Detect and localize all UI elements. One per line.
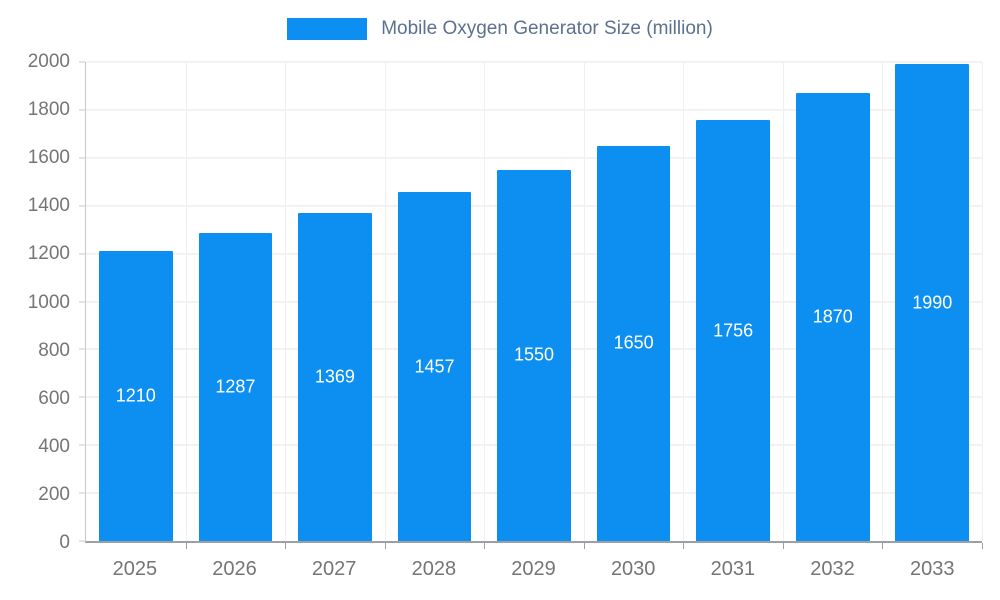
vertical-gridline <box>484 62 486 541</box>
bar-slot: 1756 <box>683 62 783 541</box>
bar[interactable]: 1550 <box>497 169 571 541</box>
x-axis-label: 2030 <box>610 558 656 580</box>
x-axis-label: 2033 <box>909 558 955 580</box>
y-axis-label: 1000 <box>27 291 70 313</box>
y-axis-tick <box>79 205 85 207</box>
bar-slot: 1650 <box>584 62 684 541</box>
x-axis-tick <box>484 543 486 549</box>
y-axis-label: 1400 <box>27 195 70 217</box>
bar-slot: 1210 <box>86 62 186 541</box>
x-axis-label: 2028 <box>411 558 457 580</box>
x-axis-tick <box>285 543 287 549</box>
y-axis-tick <box>79 301 85 302</box>
bar-slot: 1287 <box>186 62 286 541</box>
legend[interactable]: Mobile Oxygen Generator Size (million) <box>0 14 1000 44</box>
bar[interactable]: 1457 <box>397 192 472 541</box>
bar[interactable]: 1870 <box>795 93 870 541</box>
bar-value-label: 1210 <box>115 385 156 406</box>
vertical-gridline <box>583 62 585 541</box>
bar-value-label: 1870 <box>812 306 853 327</box>
vertical-gridline <box>882 62 884 541</box>
bars: 1210 1287 1369 1457 1550 1650 1756 1870 1990 <box>86 62 982 541</box>
y-axis-label: 2000 <box>27 51 70 72</box>
vertical-gridline <box>982 62 983 541</box>
y-axis-tick <box>79 444 85 446</box>
x-axis-tick <box>384 543 386 549</box>
bar-slot: 1369 <box>285 62 385 541</box>
x-axis-tick <box>683 543 685 549</box>
y-axis-label: 400 <box>38 435 70 457</box>
y-axis-tick <box>79 492 85 494</box>
bar-value-label: 1369 <box>314 366 355 387</box>
y-axis-tick <box>79 61 85 63</box>
bar-slot: 1457 <box>385 62 485 541</box>
bar-slot: 1870 <box>783 62 883 541</box>
x-axis-label: 2031 <box>710 558 756 580</box>
x-axis-tick <box>982 543 983 549</box>
legend-label: Mobile Oxygen Generator Size (million) <box>381 18 713 39</box>
bar-value-label: 1550 <box>514 344 555 365</box>
y-axis-tick <box>79 348 85 350</box>
y-axis-label: 800 <box>38 339 70 361</box>
y-axis-tick <box>79 157 85 159</box>
bar[interactable]: 1756 <box>696 120 770 541</box>
y-axis-label: 0 <box>59 532 70 553</box>
y-axis-label: 1600 <box>27 147 70 169</box>
y-axis-tick <box>79 540 85 542</box>
gridline <box>86 157 982 159</box>
y-axis-label: 200 <box>38 483 70 505</box>
bar-value-label: 1990 <box>912 292 953 313</box>
gridline <box>86 61 982 63</box>
x-axis-labels: 2025 2026 2027 2028 2029 2030 2031 2032 2033 <box>85 552 982 586</box>
bar-value-label: 1287 <box>215 376 256 397</box>
y-axis-label: 600 <box>38 387 70 409</box>
y-axis-labels: 0 200 400 600 800 1000 1200 1400 1600 1800 2000 <box>0 51 70 553</box>
x-axis-label: 2025 <box>112 558 158 580</box>
x-axis-label: 2027 <box>311 558 357 580</box>
y-axis-label: 1800 <box>27 99 70 121</box>
y-axis-tick <box>79 253 85 255</box>
y-axis-tick <box>79 396 85 398</box>
bar[interactable]: 1287 <box>198 232 273 541</box>
gridline <box>86 109 982 111</box>
bar-value-label: 1756 <box>713 320 754 341</box>
x-axis-label: 2032 <box>810 558 855 580</box>
y-axis-label: 1200 <box>27 243 70 265</box>
bar[interactable]: 1650 <box>596 145 671 541</box>
legend-swatch[interactable] <box>287 18 368 40</box>
x-axis-tick <box>782 543 784 549</box>
bar[interactable]: 1369 <box>298 213 372 541</box>
bar-value-label: 1457 <box>414 356 455 377</box>
x-axis-tick <box>583 543 585 549</box>
x-axis-tick <box>185 543 187 549</box>
vertical-gridline <box>185 62 187 541</box>
bar[interactable]: 1210 <box>98 251 173 541</box>
vertical-gridline <box>683 62 685 541</box>
bar-slot: 1550 <box>484 62 584 541</box>
vertical-gridline <box>384 62 386 541</box>
bar-value-label: 1650 <box>613 332 654 353</box>
bar[interactable]: 1990 <box>895 64 970 541</box>
vertical-gridline <box>285 62 287 541</box>
y-axis-tick <box>79 109 85 111</box>
x-axis-label: 2029 <box>511 558 556 580</box>
x-axis-label: 2026 <box>212 558 257 580</box>
x-axis-tick <box>882 543 884 549</box>
bar-slot: 1990 <box>883 62 983 541</box>
vertical-gridline <box>782 62 784 541</box>
plot-area: 1210 1287 1369 1457 1550 1650 1756 1870 1990 <box>79 61 983 549</box>
